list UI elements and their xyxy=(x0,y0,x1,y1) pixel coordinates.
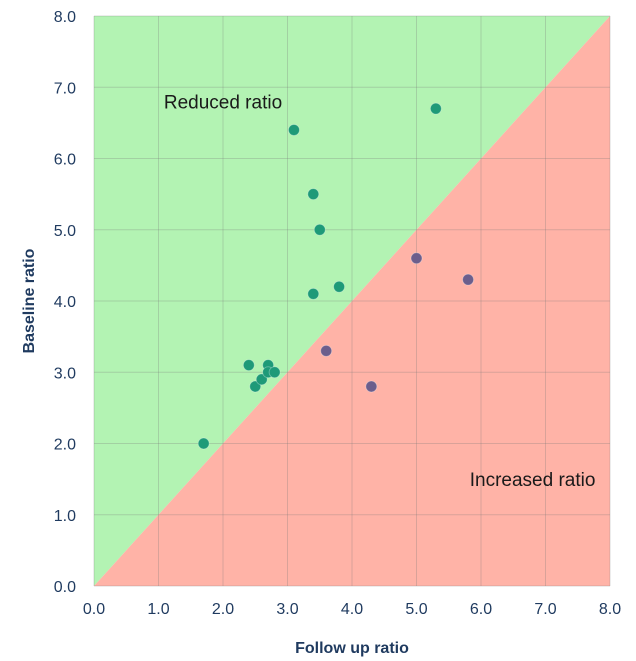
data-point xyxy=(307,287,320,300)
data-point xyxy=(333,280,346,293)
data-point xyxy=(249,380,262,393)
y-axis-title: Baseline ratio xyxy=(21,248,38,353)
region-label: Increased ratio xyxy=(470,470,596,491)
data-point xyxy=(313,223,326,236)
data-point xyxy=(288,124,300,136)
region-label: Reduced ratio xyxy=(164,93,282,114)
x-tick-label: 4.0 xyxy=(341,601,363,618)
tick-labels: 0.0 1.0 2.0 3.0 4.0 5.0 6.0 7.0 8.0 0.0 1.0 2.0 3.0 4… xyxy=(54,9,621,618)
region-labels: Reduced ratio Increased ratio xyxy=(164,93,596,492)
x-tick-label: 0.0 xyxy=(83,601,105,618)
data-point xyxy=(462,273,475,286)
plot-area xyxy=(94,16,610,586)
y-tick-label: 0.0 xyxy=(54,579,76,596)
data-point xyxy=(242,359,255,372)
x-tick-label: 6.0 xyxy=(470,601,492,618)
data-points xyxy=(197,102,475,450)
y-tick-label: 4.0 xyxy=(54,294,76,311)
data-point xyxy=(320,344,333,357)
x-tick-label: 7.0 xyxy=(534,601,556,618)
y-tick-label: 7.0 xyxy=(54,80,76,97)
data-point xyxy=(268,366,281,379)
data-point xyxy=(410,252,423,265)
data-point xyxy=(255,373,268,386)
region-increased xyxy=(94,16,610,586)
x-tick-label: 5.0 xyxy=(405,601,427,618)
grid-lines xyxy=(93,15,611,587)
x-axis-title: Follow up ratio xyxy=(295,640,409,657)
y-tick-label: 6.0 xyxy=(54,152,76,169)
x-tick-label: 1.0 xyxy=(147,601,169,618)
y-tick-label: 1.0 xyxy=(54,508,76,525)
x-tick-label: 3.0 xyxy=(276,601,298,618)
x-tick-label: 2.0 xyxy=(212,601,234,618)
y-tick-label: 5.0 xyxy=(54,223,76,240)
data-point xyxy=(307,188,320,201)
y-tick-label: 2.0 xyxy=(54,437,76,454)
data-point xyxy=(365,380,378,393)
data-point xyxy=(429,102,442,115)
y-tick-label: 8.0 xyxy=(54,9,76,26)
data-point xyxy=(197,437,210,450)
x-tick-label: 8.0 xyxy=(599,601,621,618)
y-tick-label: 3.0 xyxy=(54,365,76,382)
